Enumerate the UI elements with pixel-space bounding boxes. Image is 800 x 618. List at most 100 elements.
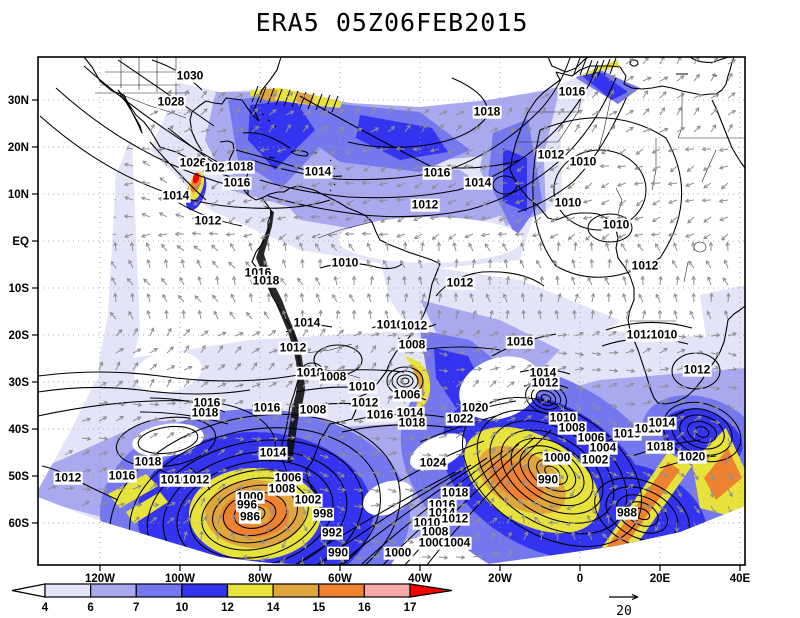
contour-label: 1010: [159, 472, 189, 487]
contour-label: 1006: [273, 470, 303, 485]
contour-label: 1016: [365, 407, 395, 422]
contour-label: 1002: [580, 452, 610, 467]
contour-label: 1020: [460, 400, 490, 415]
contour-label: 1012: [530, 375, 560, 390]
contour-label: 1014: [647, 415, 677, 430]
contour-label: 1008: [420, 524, 450, 539]
contour-label: 1008: [397, 337, 427, 352]
contour-label: 1014: [258, 445, 288, 460]
lat-tick-label: 20N: [8, 142, 29, 154]
contour-label: 990: [326, 545, 350, 560]
contour-label: 1010: [330, 255, 360, 270]
contour-label: 1012: [445, 275, 475, 290]
contour-label: 1012: [53, 470, 83, 485]
contour-label: 1000: [383, 545, 413, 560]
contour-label: 1020: [677, 449, 707, 464]
contour-label: 1012: [625, 327, 655, 342]
contour-label: 1016: [222, 175, 252, 190]
map-frame: [37, 56, 746, 566]
colorbar-tick-label: 15: [312, 602, 325, 614]
contour-label: 1000: [542, 450, 572, 465]
lon-tick-label: 40W: [408, 573, 432, 585]
lon-tick-label: 60W: [328, 573, 352, 585]
colorbar-under-arrow: [11, 583, 46, 598]
colorbar-segment: [44, 583, 92, 598]
lon-tick-label: 80W: [248, 573, 272, 585]
colorbar-segment: [272, 583, 320, 598]
wind-vectors: [47, 57, 738, 565]
contour-label: 1018: [251, 273, 281, 288]
colorbar-legend: 4 6 7 10 12 14 15 16 17: [11, 583, 453, 614]
contour-label: 986: [238, 509, 262, 524]
colorbar-tick-label: 7: [133, 602, 139, 614]
colorbar-tick-label: 14: [267, 602, 280, 614]
colorbar-over-arrow: [409, 583, 453, 598]
axis-labels: 30N 20N 10N EQ 10S 20S 30S 40S 50S 60S 120W 100W 80W…: [8, 95, 751, 585]
graticule: [32, 57, 745, 571]
contour-label: 1010: [548, 410, 578, 425]
contour-label: 1024: [418, 455, 448, 470]
contour-label: 1010: [601, 217, 631, 232]
contour-label: 1004: [442, 535, 472, 550]
contour-label: 1016: [107, 468, 137, 483]
contour-label: 1026: [178, 155, 208, 170]
contour-label: 1012: [410, 197, 440, 212]
contour-label: 1016: [192, 395, 222, 410]
colorbar-tick-label: 10: [175, 602, 188, 614]
lat-tick-label: 50S: [9, 471, 30, 483]
contour-label: 1008: [557, 420, 587, 435]
colorbar-segment: [226, 583, 274, 598]
colorbar-tick-label: 6: [87, 602, 93, 614]
colorbar-segment: [90, 583, 137, 598]
contour-label: 988: [615, 505, 639, 520]
contour-label: 998: [311, 506, 335, 521]
lon-tick-label: 0: [577, 573, 583, 585]
lat-tick-label: EQ: [12, 236, 29, 248]
contour-label: 1008: [267, 481, 297, 496]
contour-label: 1016: [422, 165, 452, 180]
contour-label: 1012: [399, 318, 429, 333]
contour-label: 1022: [203, 160, 233, 175]
colorbar-tick-label: 16: [358, 602, 371, 614]
contour-label: 1012: [682, 362, 712, 377]
colorbar-segment: [181, 583, 229, 598]
contour-label: 1018: [440, 485, 470, 500]
contour-label: 1014: [463, 175, 493, 190]
contour-label: 1018: [472, 104, 502, 119]
lat-tick-label: 20S: [9, 330, 30, 342]
contour-label: 1000: [417, 535, 447, 550]
contour-label: 1008: [318, 369, 348, 384]
contour-label: 1006: [392, 387, 422, 402]
reference-vector-label: 20: [616, 604, 632, 618]
colorbar-segment: [135, 583, 183, 598]
colorbar-segment: [363, 583, 411, 598]
contour-label: 1028: [156, 94, 186, 109]
contour-label: 1006: [576, 430, 606, 445]
lat-tick-label: 10N: [8, 189, 29, 201]
contour-label: 1010: [347, 379, 377, 394]
contour-label: 1016: [505, 334, 535, 349]
contour-label: 1018: [295, 365, 325, 380]
contour-label: 1014: [528, 365, 558, 380]
contour-label: 996: [235, 497, 259, 512]
contour-label: 992: [320, 525, 344, 540]
contour-label: 1010: [649, 327, 679, 342]
contour-label: 1018: [133, 454, 163, 469]
colorbar-tick-label: 17: [404, 602, 417, 614]
contour-label: 1014: [161, 188, 191, 203]
contour-label: 1004: [588, 440, 618, 455]
contour-label: 1012: [181, 472, 211, 487]
contour-label: 1010: [375, 317, 405, 332]
lon-tick-label: 40E: [730, 573, 751, 585]
contour-label: 1010: [568, 154, 598, 169]
reference-arrow-icon: [609, 593, 639, 601]
lat-tick-label: 10S: [9, 283, 30, 295]
contour-label: 1012: [440, 511, 470, 526]
reference-vector: 20: [609, 593, 639, 618]
contour-label: 1012: [350, 395, 380, 410]
contour-label: 1012: [193, 213, 223, 228]
contour-label: 1014: [303, 164, 333, 179]
chart-title: ERA5 05Z06FEB2015: [255, 8, 529, 37]
contour-label: 1002: [293, 492, 323, 507]
